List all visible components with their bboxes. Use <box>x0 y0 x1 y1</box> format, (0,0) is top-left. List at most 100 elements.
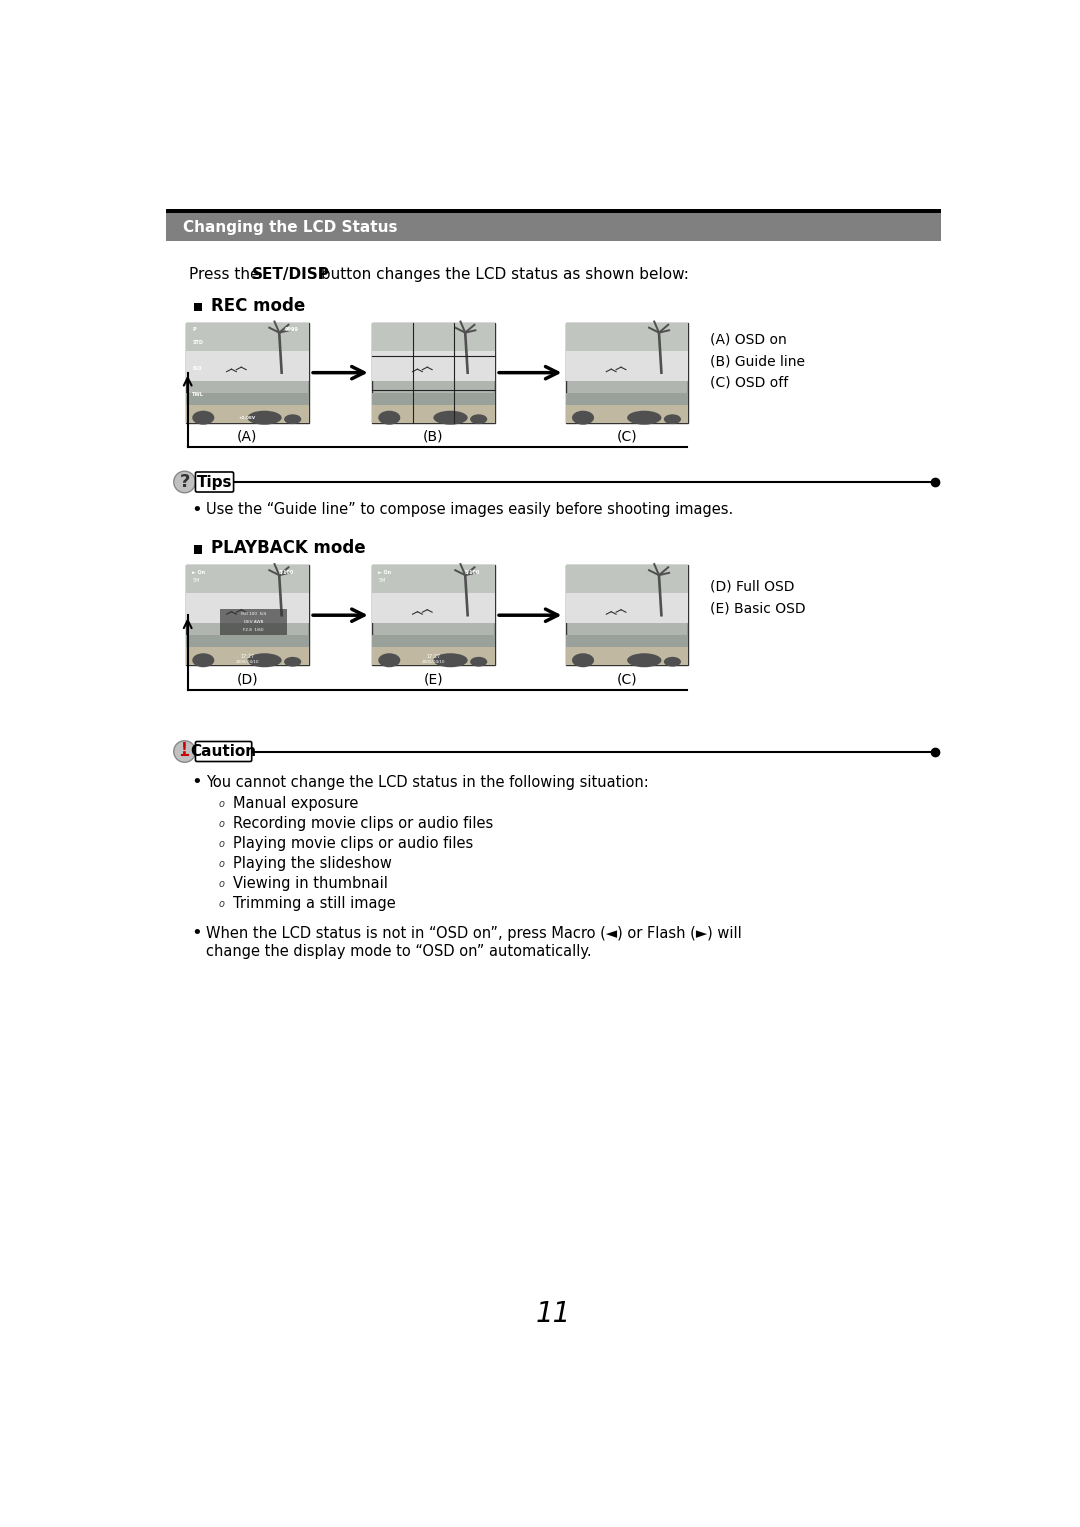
Text: Changing the LCD Status: Changing the LCD Status <box>183 220 397 235</box>
Text: 5/100: 5/100 <box>464 570 480 574</box>
Text: 2005/04/10: 2005/04/10 <box>235 660 259 664</box>
Text: ISO: ISO <box>192 366 202 371</box>
Bar <box>566 647 688 666</box>
Bar <box>194 302 202 312</box>
Text: +2.0EV: +2.0EV <box>239 415 256 420</box>
Bar <box>186 647 309 666</box>
Text: (A): (A) <box>238 429 257 443</box>
Text: Trimming a still image: Trimming a still image <box>232 896 395 912</box>
Text: •: • <box>191 924 202 942</box>
Bar <box>373 322 495 368</box>
Text: (B): (B) <box>423 429 444 443</box>
Bar <box>373 565 495 666</box>
Text: (D): (D) <box>237 672 258 686</box>
Bar <box>566 392 688 405</box>
Text: 5/100: 5/100 <box>279 570 294 574</box>
Bar <box>166 214 941 241</box>
Bar <box>166 209 941 214</box>
Text: o: o <box>219 899 225 909</box>
Text: o: o <box>219 838 225 849</box>
Text: ?: ? <box>179 473 190 492</box>
Text: (B) Guide line: (B) Guide line <box>710 354 805 368</box>
Bar <box>373 351 495 380</box>
Bar <box>566 565 688 666</box>
Ellipse shape <box>433 654 468 667</box>
Text: 2005/04/10: 2005/04/10 <box>421 660 445 664</box>
Text: Viewing in thumbnail: Viewing in thumbnail <box>232 876 388 892</box>
Ellipse shape <box>572 654 594 667</box>
Ellipse shape <box>284 414 301 425</box>
Text: (E) Basic OSD: (E) Basic OSD <box>710 602 806 615</box>
Text: Manual exposure: Manual exposure <box>232 797 359 811</box>
Text: REC mode: REC mode <box>211 296 306 315</box>
Text: ► On: ► On <box>378 570 391 574</box>
Ellipse shape <box>378 411 401 425</box>
Bar <box>566 405 688 423</box>
Text: (C): (C) <box>617 672 637 686</box>
Text: button changes the LCD status as shown below:: button changes the LCD status as shown b… <box>315 267 688 282</box>
Bar <box>566 565 688 611</box>
Text: Recording movie clips or audio files: Recording movie clips or audio files <box>232 817 492 831</box>
Text: 5M: 5M <box>192 577 200 583</box>
Text: Use the “Guide line” to compose images easily before shooting images.: Use the “Guide line” to compose images e… <box>206 502 733 518</box>
Text: DEV AWB: DEV AWB <box>244 620 264 625</box>
Text: 17:27: 17:27 <box>241 654 255 658</box>
Ellipse shape <box>192 654 214 667</box>
Text: (E): (E) <box>423 672 443 686</box>
Bar <box>566 322 688 423</box>
Bar <box>186 351 309 380</box>
Text: 9999: 9999 <box>285 327 299 331</box>
Bar <box>220 609 286 635</box>
Text: 5M: 5M <box>378 577 386 583</box>
Ellipse shape <box>627 654 661 667</box>
Text: Playing movie clips or audio files: Playing movie clips or audio files <box>232 837 473 852</box>
Bar <box>373 592 495 623</box>
Bar <box>186 322 309 423</box>
Text: P: P <box>192 327 195 331</box>
Text: (D) Full OSD: (D) Full OSD <box>710 580 795 594</box>
Text: SET/DISP: SET/DISP <box>252 267 329 282</box>
Text: 11: 11 <box>536 1301 571 1328</box>
Ellipse shape <box>572 411 594 425</box>
Text: Tips: Tips <box>197 475 232 490</box>
Text: Press the: Press the <box>189 267 265 282</box>
Bar <box>373 405 495 423</box>
Bar <box>186 322 309 368</box>
Text: (A) OSD on: (A) OSD on <box>710 333 787 347</box>
Ellipse shape <box>470 657 487 667</box>
Bar <box>566 635 688 647</box>
FancyBboxPatch shape <box>195 742 252 762</box>
Text: •: • <box>191 501 202 519</box>
Ellipse shape <box>284 657 301 667</box>
Text: STD: STD <box>192 341 203 345</box>
Bar <box>566 322 688 368</box>
Text: o: o <box>219 799 225 809</box>
Text: ► On: ► On <box>192 570 205 574</box>
Ellipse shape <box>470 414 487 425</box>
Text: (C) OSD off: (C) OSD off <box>710 376 788 389</box>
Bar <box>373 647 495 666</box>
Ellipse shape <box>664 657 681 667</box>
Bar <box>186 392 309 405</box>
Bar <box>186 405 309 423</box>
Text: (C): (C) <box>617 429 637 443</box>
Bar <box>566 351 688 380</box>
Text: ISO 100  5/4: ISO 100 5/4 <box>241 612 266 617</box>
Text: o: o <box>219 858 225 869</box>
Bar <box>194 545 202 554</box>
Text: !: ! <box>181 742 188 757</box>
Bar <box>186 565 309 666</box>
FancyBboxPatch shape <box>195 472 233 492</box>
Bar <box>373 322 495 423</box>
Bar <box>566 592 688 623</box>
Text: change the display mode to “OSD on” automatically.: change the display mode to “OSD on” auto… <box>206 944 592 959</box>
Text: •: • <box>191 773 202 791</box>
Bar <box>186 635 309 647</box>
Ellipse shape <box>378 654 401 667</box>
Ellipse shape <box>247 654 282 667</box>
Text: Caution: Caution <box>190 744 257 759</box>
Bar <box>186 592 309 623</box>
Text: TWL: TWL <box>192 392 204 397</box>
Bar <box>373 392 495 405</box>
Text: 17:27: 17:27 <box>427 654 441 658</box>
